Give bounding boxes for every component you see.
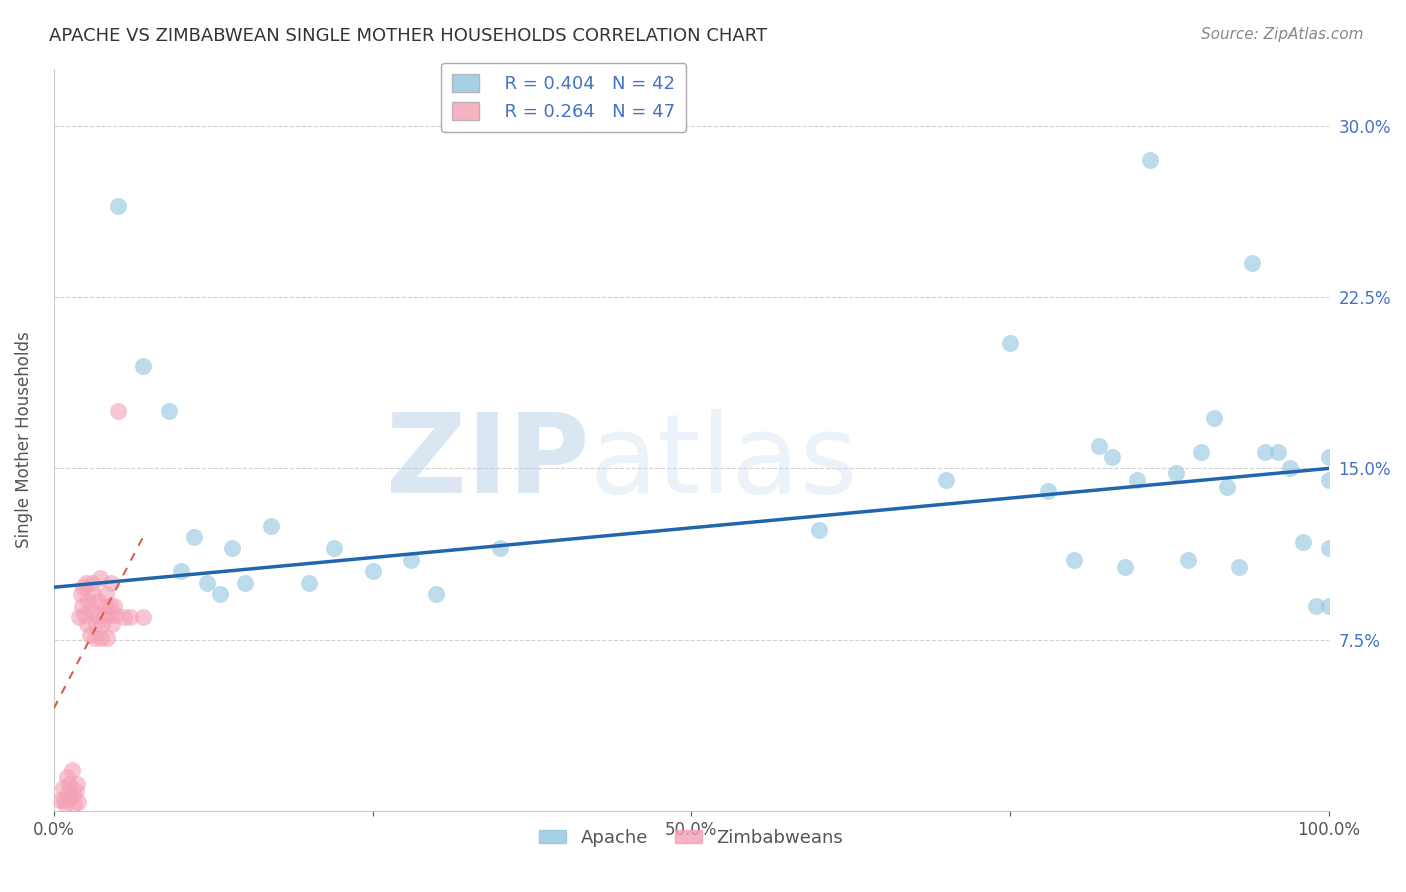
Point (96, 631, 118, 645)
Point (1189, 445, 1212, 459)
Point (94, 587, 117, 601)
Point (157, 404, 180, 418)
Point (107, 199, 129, 213)
Text: Source: ZipAtlas.com: Source: ZipAtlas.com (1201, 27, 1364, 42)
Point (120, 610, 142, 624)
Point (1101, 450, 1123, 464)
Point (77, 594, 100, 608)
Point (82, 587, 104, 601)
Point (1063, 553, 1085, 567)
Point (100, 575, 122, 590)
Point (1317, 541, 1340, 556)
Point (56, 786, 79, 800)
Point (103, 599, 125, 613)
Point (97, 607, 120, 622)
Point (58, 777, 80, 791)
Point (79, 628, 101, 642)
Point (1254, 445, 1277, 459)
Point (183, 530, 205, 544)
Point (1317, 599, 1340, 613)
Point (399, 553, 422, 567)
Point (132, 610, 155, 624)
Point (233, 575, 256, 590)
Point (298, 575, 321, 590)
Point (221, 541, 243, 556)
Point (73, 607, 96, 622)
Point (83, 631, 105, 645)
Point (208, 587, 231, 601)
Point (1305, 599, 1327, 613)
Point (67, 795, 90, 809)
Point (89, 571, 111, 585)
Point (90, 631, 112, 645)
Point (93, 607, 115, 622)
Point (807, 523, 830, 537)
Point (86, 607, 108, 622)
Point (94, 599, 117, 613)
Y-axis label: Single Mother Households: Single Mother Households (15, 332, 32, 549)
Point (62, 788, 84, 802)
Point (91, 616, 114, 631)
Point (98, 599, 121, 613)
Point (1279, 461, 1302, 475)
Point (70, 599, 93, 613)
Point (112, 610, 135, 624)
Point (84, 616, 107, 631)
Point (80, 575, 103, 590)
Point (132, 359, 155, 373)
Point (1202, 411, 1225, 425)
Point (259, 518, 281, 533)
Point (935, 473, 957, 487)
Point (425, 587, 447, 601)
Point (76, 616, 98, 631)
Point (87, 594, 110, 608)
Legend: Apache, Zimbabweans: Apache, Zimbabweans (531, 822, 851, 855)
Point (170, 564, 193, 578)
Point (1038, 484, 1060, 499)
Point (52, 781, 75, 796)
Point (72, 580, 94, 594)
Point (1292, 534, 1315, 549)
Point (104, 607, 127, 622)
Point (1114, 559, 1136, 574)
Point (63, 797, 86, 812)
Text: ZIP: ZIP (385, 409, 589, 516)
Point (1088, 439, 1111, 453)
Point (1241, 256, 1264, 270)
Point (195, 575, 218, 590)
Point (59, 790, 82, 805)
Point (69, 587, 91, 601)
Point (1215, 480, 1237, 494)
Point (1177, 553, 1199, 567)
Point (1164, 466, 1187, 480)
Point (60, 763, 83, 777)
Point (107, 404, 129, 418)
Point (489, 541, 512, 556)
Point (53, 797, 76, 812)
Point (101, 616, 124, 631)
Point (1317, 450, 1340, 464)
Point (1317, 473, 1340, 487)
Point (1126, 473, 1149, 487)
Text: APACHE VS ZIMBABWEAN SINGLE MOTHER HOUSEHOLDS CORRELATION CHART: APACHE VS ZIMBABWEAN SINGLE MOTHER HOUSE… (49, 27, 768, 45)
Point (80, 603, 103, 617)
Text: atlas: atlas (589, 409, 858, 516)
Point (361, 564, 384, 578)
Point (323, 541, 346, 556)
Point (1267, 445, 1289, 459)
Point (1229, 559, 1251, 574)
Point (66, 777, 89, 791)
Point (49, 793, 72, 807)
Point (998, 335, 1021, 350)
Point (65, 783, 87, 797)
Point (67, 610, 90, 624)
Point (1139, 153, 1161, 167)
Point (75, 575, 97, 590)
Point (55, 770, 77, 784)
Point (53, 793, 76, 807)
